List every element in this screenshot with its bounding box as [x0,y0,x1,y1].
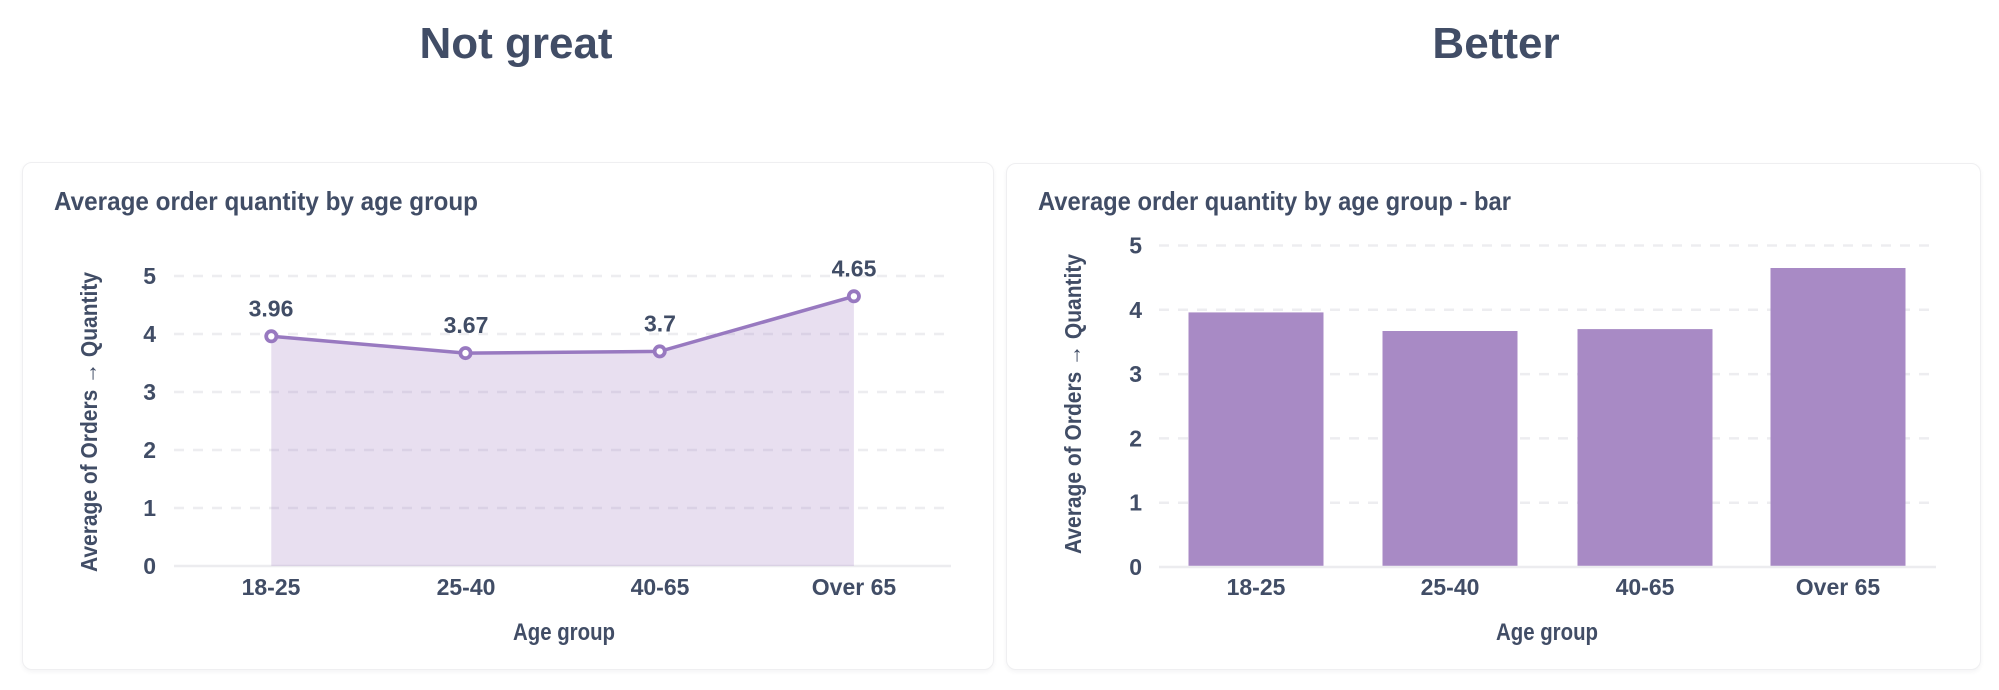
svg-text:25-40: 25-40 [437,574,496,600]
svg-text:Age group: Age group [1496,619,1598,646]
svg-text:3.7: 3.7 [644,310,676,336]
svg-text:Average order quantity by age: Average order quantity by age group - ba… [1038,186,1511,216]
svg-text:2: 2 [1129,425,1142,451]
svg-text:4: 4 [1129,297,1142,323]
svg-text:4: 4 [143,321,156,347]
svg-text:3.96: 3.96 [249,295,294,321]
svg-text:Over 65: Over 65 [1796,574,1881,600]
svg-text:40-65: 40-65 [1616,574,1675,600]
svg-text:2: 2 [143,437,156,463]
svg-text:Age group: Age group [513,619,615,646]
svg-text:Average of Orders → Quantity: Average of Orders → Quantity [1060,254,1086,554]
svg-text:4.65: 4.65 [832,255,877,281]
svg-text:Over 65: Over 65 [812,574,897,600]
svg-text:Average of Orders → Quantity: Average of Orders → Quantity [76,272,102,572]
svg-text:3.67: 3.67 [444,312,489,338]
svg-text:0: 0 [143,553,156,579]
svg-text:Average order quantity by age: Average order quantity by age group [54,186,478,216]
svg-text:1: 1 [143,495,156,521]
svg-text:5: 5 [1129,233,1142,259]
svg-text:18-25: 18-25 [1227,574,1286,600]
svg-text:5: 5 [143,263,156,289]
svg-text:3: 3 [143,379,156,405]
svg-text:25-40: 25-40 [1421,574,1480,600]
svg-text:1: 1 [1129,490,1142,516]
svg-text:0: 0 [1129,554,1142,580]
svg-text:3: 3 [1129,361,1142,387]
svg-text:18-25: 18-25 [242,574,301,600]
svg-text:40-65: 40-65 [631,574,690,600]
